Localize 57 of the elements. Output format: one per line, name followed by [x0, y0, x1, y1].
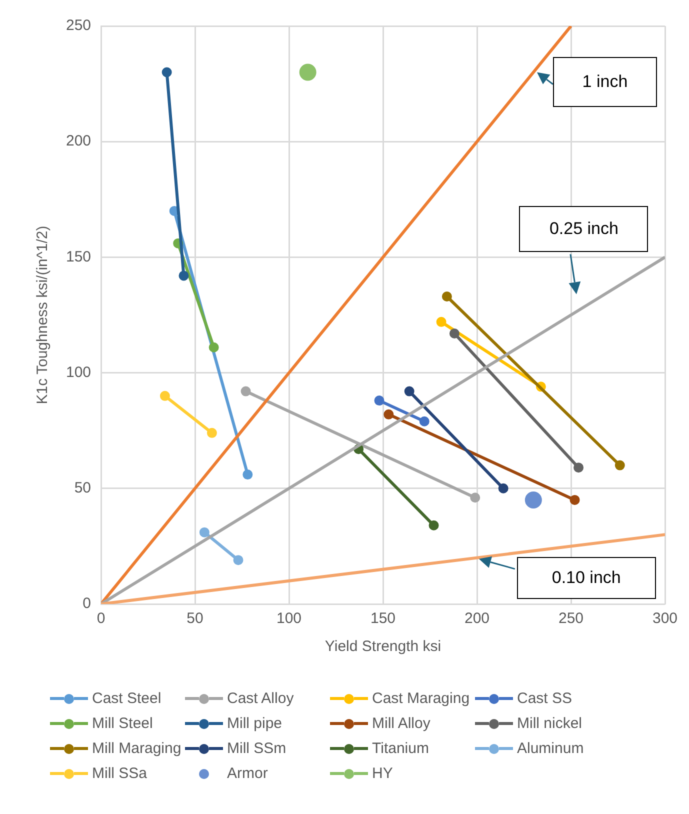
point	[178, 270, 189, 281]
point	[428, 520, 439, 530]
point	[299, 64, 316, 81]
point	[442, 292, 452, 302]
point	[242, 470, 253, 480]
legend-label: Cast Alloy	[227, 690, 294, 707]
legend-label: Mill pipe	[227, 715, 282, 732]
legend-label: Armor	[227, 765, 268, 782]
y-axis-title: K1c Toughness ksi/(in^1/2)	[34, 226, 52, 404]
point	[160, 390, 170, 401]
point	[206, 428, 217, 438]
point	[574, 462, 584, 473]
y-tick-label: 200	[66, 132, 92, 150]
point	[208, 342, 219, 352]
legend-label: Titanium	[372, 740, 429, 757]
legend-label: Mill SSm	[227, 740, 286, 757]
point	[524, 491, 542, 508]
legend-label: Mill SSa	[92, 765, 148, 782]
legend-label: Mill Maraging	[92, 740, 182, 757]
legend-label: Cast Steel	[92, 690, 162, 707]
y-tick-label: 0	[82, 595, 92, 612]
legend-label: Mill nickel	[517, 715, 582, 732]
point	[470, 492, 480, 503]
point	[162, 67, 172, 78]
point	[419, 416, 430, 426]
legend-label: HY	[372, 765, 393, 782]
point	[384, 409, 394, 420]
y-tick-label: 250	[66, 17, 92, 34]
point	[233, 555, 244, 566]
x-tick-label: 200	[464, 610, 490, 628]
point	[199, 527, 210, 538]
point	[449, 328, 460, 338]
x-tick-label: 300	[652, 610, 678, 628]
y-tick-label: 100	[66, 364, 92, 381]
legend-label: Mill Alloy	[372, 715, 430, 732]
legend-label: Mill Steel	[92, 715, 153, 732]
point	[436, 316, 446, 327]
point	[404, 386, 414, 396]
x-tick-label: 0	[96, 610, 106, 628]
text-box: 0.25 inch	[519, 206, 648, 252]
legend-label: Cast SS	[517, 690, 572, 707]
point	[498, 483, 508, 494]
point	[614, 460, 625, 470]
text-box: 0.10 inch	[516, 556, 656, 599]
point	[374, 396, 384, 406]
y-tick-label: 50	[74, 480, 92, 497]
x-axis-title: Yield Strength ksi	[324, 638, 442, 656]
legend-label: Aluminum	[517, 740, 584, 757]
point	[570, 494, 580, 505]
point	[240, 386, 251, 396]
x-tick-label: 100	[276, 610, 302, 628]
text-box: 1 inch	[552, 57, 657, 108]
y-tick-label: 150	[66, 248, 92, 266]
legend-label: Cast Maraging	[372, 690, 470, 707]
x-tick-label: 50	[186, 610, 204, 628]
x-tick-label: 250	[558, 610, 584, 628]
x-tick-label: 150	[370, 610, 396, 628]
